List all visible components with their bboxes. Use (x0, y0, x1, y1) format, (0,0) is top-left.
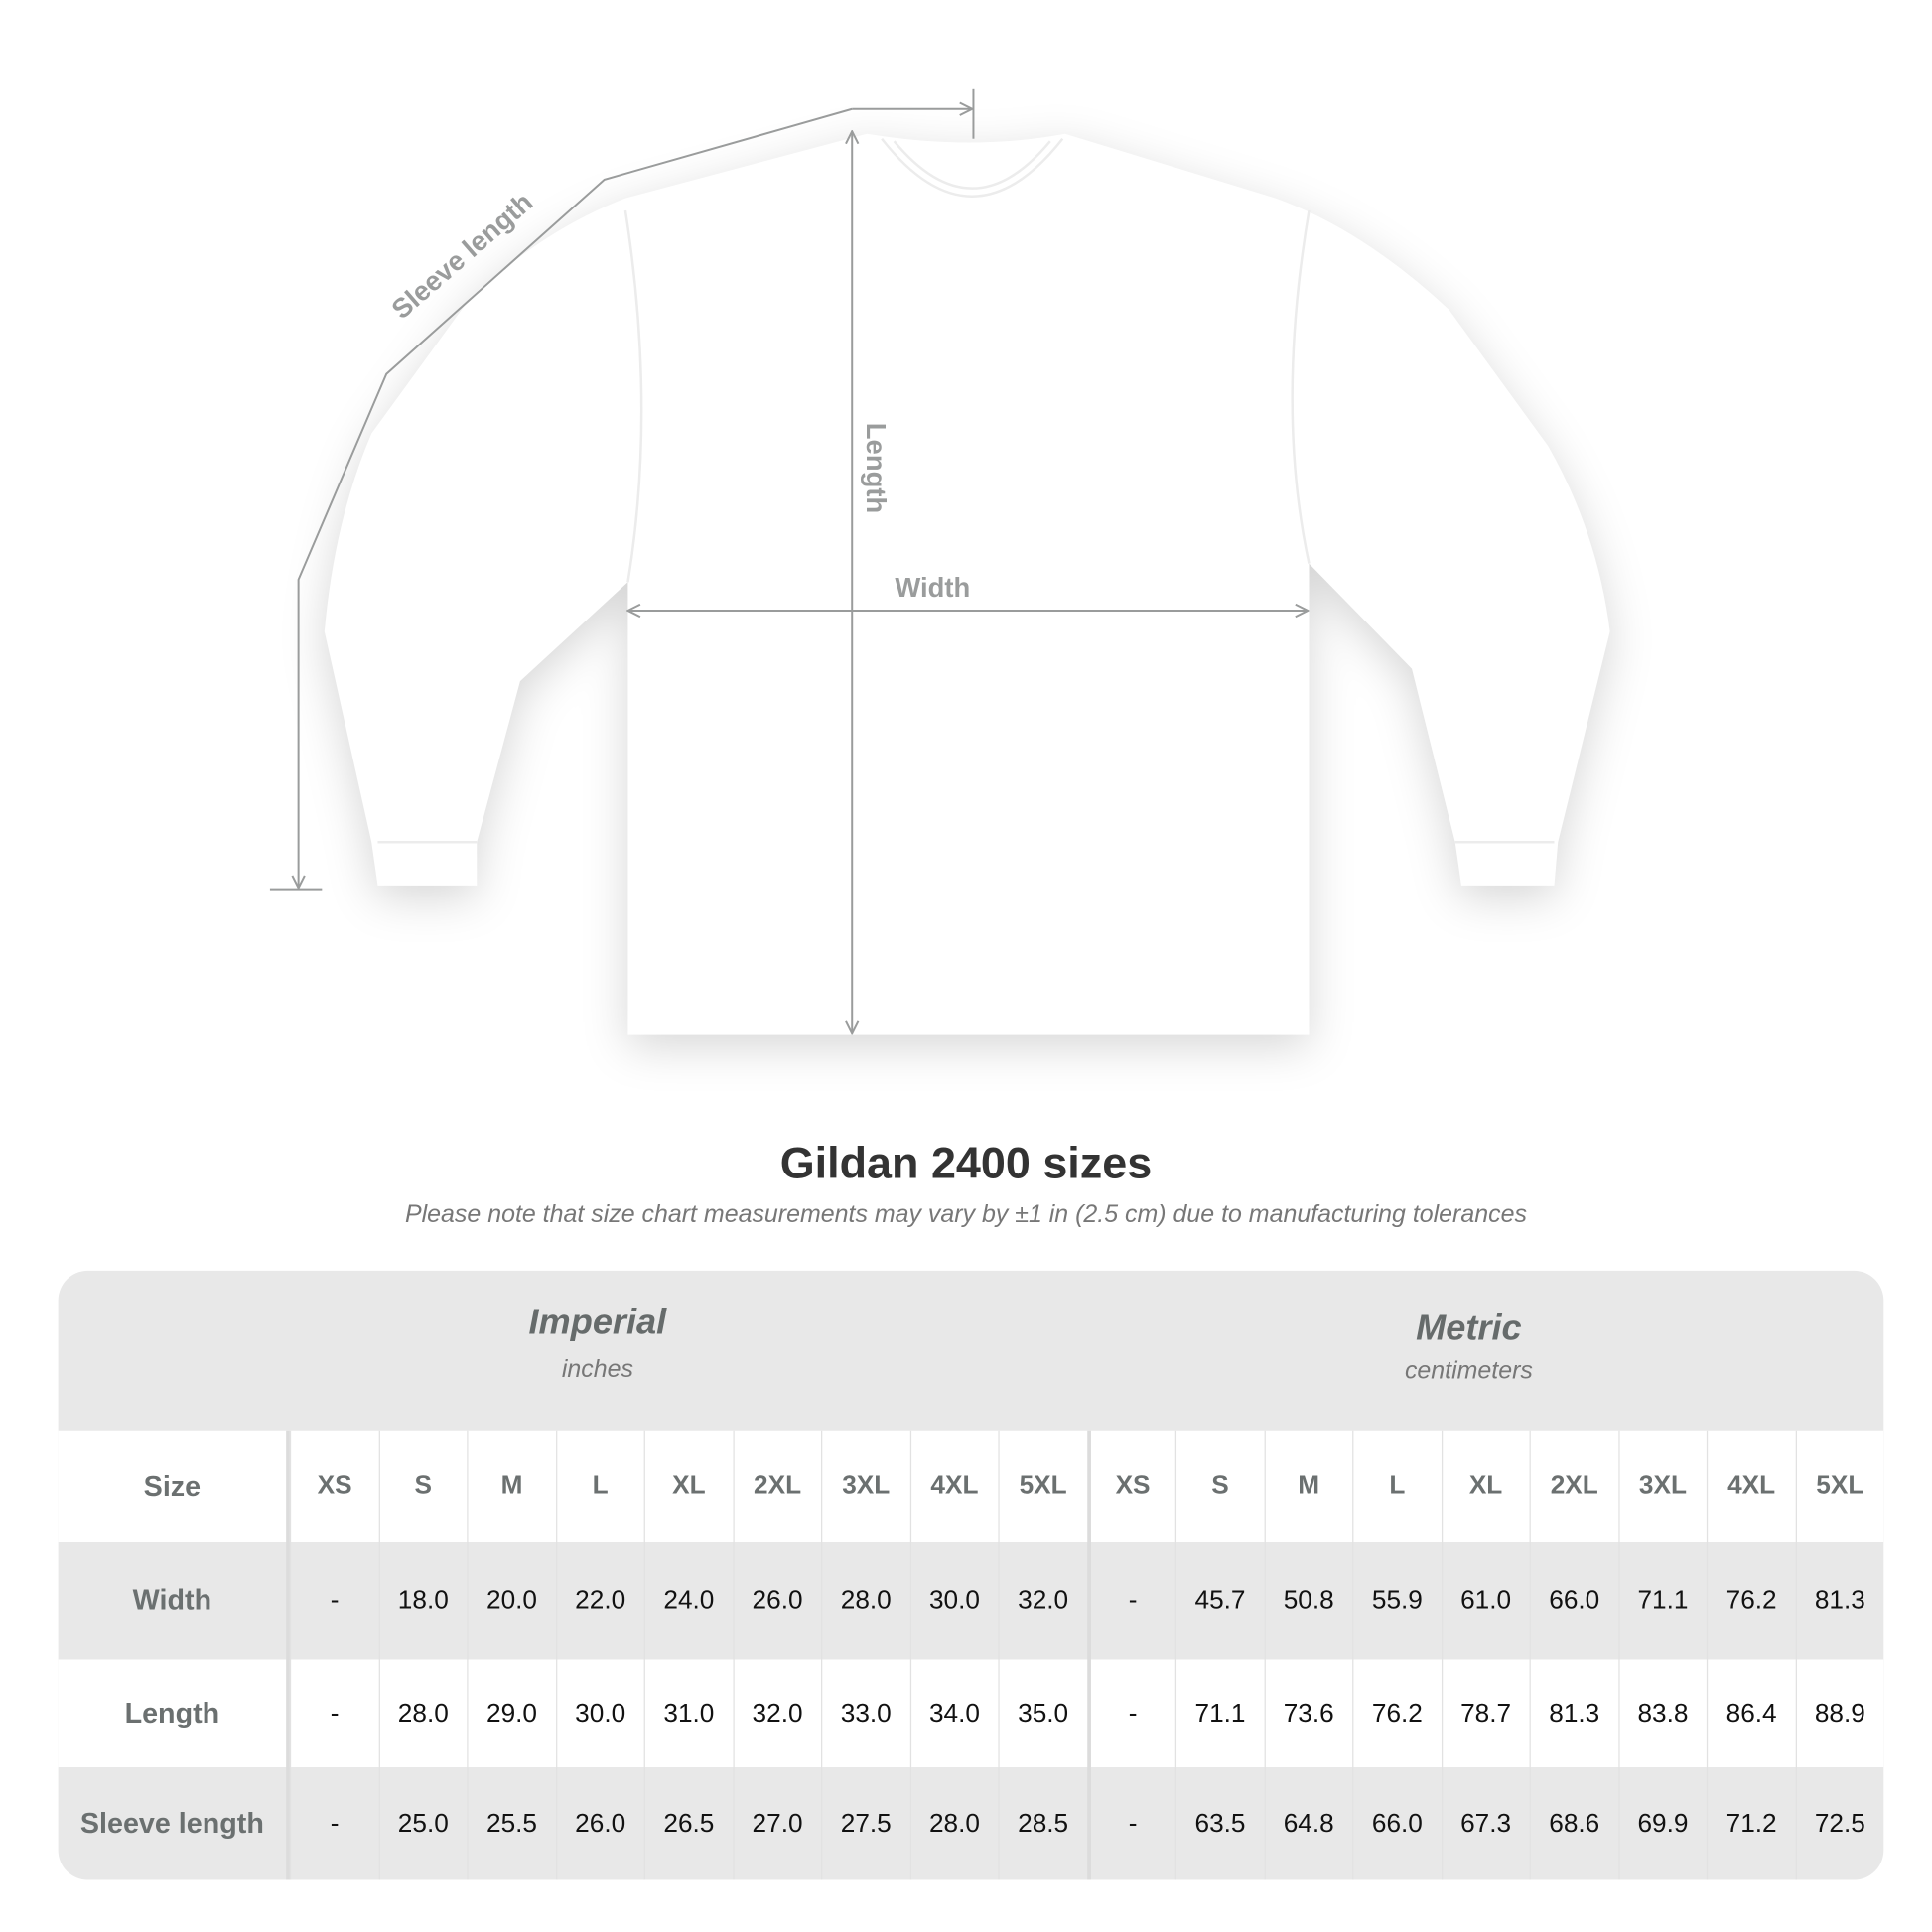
table-cell: 63.5 (1174, 1767, 1264, 1880)
size-label: Size (59, 1430, 290, 1543)
size-header-metric-s: S (1174, 1430, 1264, 1543)
table-cell: 73.6 (1263, 1659, 1352, 1768)
table-cell: 50.8 (1263, 1542, 1352, 1660)
table-cell: 34.0 (909, 1659, 998, 1768)
table-cell: - (1086, 1542, 1175, 1660)
size-table: Imperial inches Metric centimeters Size X… (58, 1270, 1884, 1880)
table-cell: 78.7 (1441, 1659, 1529, 1768)
size-header-imperial-4xl: 4XL (909, 1430, 998, 1543)
table-cell: 32.0 (998, 1542, 1086, 1660)
size-header-imperial-s: S (378, 1430, 467, 1543)
table-cell: 25.5 (467, 1767, 555, 1880)
table-cell: 31.0 (643, 1659, 733, 1768)
table-cell: 28.0 (378, 1659, 467, 1768)
size-header-imperial-5xl: 5XL (998, 1430, 1086, 1543)
size-header-imperial-2xl: 2XL (732, 1430, 821, 1543)
row-label: Sleeve length (59, 1767, 290, 1880)
size-header-imperial-m: M (467, 1430, 555, 1543)
width-label: Width (895, 572, 970, 603)
table-cell: 55.9 (1352, 1542, 1441, 1660)
imperial-header: Imperial inches (290, 1303, 905, 1462)
table-cell: - (289, 1542, 378, 1660)
size-header-metric-m: M (1263, 1430, 1352, 1543)
table-cell: 20.0 (467, 1542, 555, 1660)
table-cell: 27.0 (732, 1767, 821, 1880)
table-row-length: Length -28.0 29.0 30.0 31.0 32.0 33.0 34.0 35.0-… (58, 1659, 1884, 1768)
size-header-metric-3xl: 3XL (1617, 1430, 1707, 1543)
size-header-metric-5xl: 5XL (1795, 1430, 1883, 1543)
table-cell: - (289, 1659, 378, 1768)
tolerance-note: Please note that size chart measurements… (404, 1200, 1527, 1229)
table-cell: 27.5 (821, 1767, 909, 1880)
shirt-diagram: Sleeve length Length Width (269, 88, 1610, 1115)
table-cell: 76.2 (1352, 1659, 1441, 1768)
imperial-title: Imperial (528, 1303, 667, 1343)
table-cell: - (1086, 1767, 1175, 1880)
metric-unit: centimeters (1404, 1357, 1533, 1385)
table-cell: 68.6 (1529, 1767, 1618, 1880)
long-sleeve-shirt-image (324, 133, 1610, 1035)
table-cell: 28.0 (909, 1767, 998, 1880)
table-cell: 71.1 (1174, 1659, 1264, 1768)
table-cell: 88.9 (1795, 1659, 1883, 1768)
table-cell: 26.0 (732, 1542, 821, 1660)
table-cell: 86.4 (1706, 1659, 1795, 1768)
table-row-width: Width -18.0 20.0 22.0 24.0 26.0 28.0 30.0 32.0-4… (59, 1542, 1884, 1660)
table-cell: - (1086, 1659, 1175, 1768)
size-header-imperial-xl: XL (643, 1430, 733, 1543)
table-cell: 22.0 (555, 1542, 643, 1660)
table-cell: 66.0 (1529, 1542, 1618, 1660)
table-cell: 30.0 (555, 1659, 643, 1768)
length-label: Length (861, 423, 892, 513)
table-cell: 72.5 (1795, 1767, 1883, 1880)
sleeve-length-measure-line (269, 88, 975, 891)
size-header-metric-4xl: 4XL (1706, 1430, 1795, 1543)
table-cell: 81.3 (1529, 1659, 1618, 1768)
size-header-metric-2xl: 2XL (1529, 1430, 1618, 1543)
table-cell: 61.0 (1441, 1542, 1529, 1660)
table-row-sleeve-length: Sleeve length -25.0 25.5 26.0 26.5 27.0 27.5 28… (59, 1767, 1884, 1880)
metric-header: Metric centimeters (1173, 1310, 1764, 1469)
table-cell: 26.0 (555, 1767, 643, 1880)
size-header-imperial-xs: XS (289, 1430, 378, 1543)
table-cell: 29.0 (467, 1659, 555, 1768)
size-header-metric-xs: XS (1086, 1430, 1175, 1543)
table-cell: 45.7 (1174, 1542, 1264, 1660)
page-title: Gildan 2400 sizes (779, 1137, 1153, 1188)
table-cell: 83.8 (1617, 1659, 1707, 1768)
size-header-metric-xl: XL (1441, 1430, 1529, 1543)
table-cell: 35.0 (998, 1659, 1086, 1768)
table-cell: 71.1 (1617, 1542, 1707, 1660)
imperial-unit: inches (561, 1355, 633, 1384)
table-cell: 18.0 (378, 1542, 467, 1660)
table-cell: 25.0 (378, 1767, 467, 1880)
table-cell: - (289, 1767, 378, 1880)
table-cell: 32.0 (732, 1659, 821, 1768)
size-header-metric-l: L (1352, 1430, 1441, 1543)
table-cell: 67.3 (1441, 1767, 1529, 1880)
table-cell: 28.5 (998, 1767, 1086, 1880)
row-label: Width (59, 1542, 290, 1660)
size-header-imperial-l: L (555, 1430, 643, 1543)
table-cell: 33.0 (821, 1659, 909, 1768)
size-header-row: Size XS S M L XL 2XL 3XL 4XL 5XL XS S M L XL 2XL 3XL 4XL 5… (58, 1430, 1884, 1543)
table-cell: 28.0 (821, 1542, 909, 1660)
table-cell: 71.2 (1706, 1767, 1795, 1880)
table-cell: 64.8 (1263, 1767, 1352, 1880)
metric-title: Metric (1416, 1309, 1522, 1349)
table-cell: 69.9 (1617, 1767, 1707, 1880)
table-cell: 81.3 (1795, 1542, 1883, 1660)
table-cell: 26.5 (643, 1767, 733, 1880)
table-cell: 66.0 (1352, 1767, 1441, 1880)
row-label: Length (59, 1659, 290, 1768)
size-header-imperial-3xl: 3XL (821, 1430, 909, 1543)
table-cell: 30.0 (909, 1542, 998, 1660)
table-cell: 24.0 (643, 1542, 733, 1660)
table-cell: 76.2 (1706, 1542, 1795, 1660)
